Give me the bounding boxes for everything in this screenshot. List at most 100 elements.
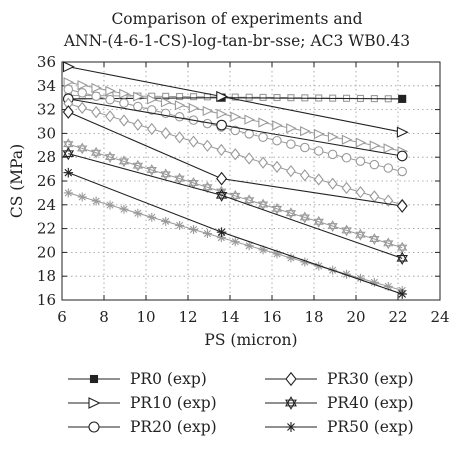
star-marker bbox=[299, 214, 310, 224]
x-tick-label: 22 bbox=[388, 308, 407, 326]
star-marker bbox=[285, 207, 297, 217]
triangle-marker bbox=[286, 123, 297, 134]
star-marker bbox=[215, 188, 228, 199]
square-marker bbox=[189, 93, 198, 101]
y-tick-label: 30 bbox=[37, 124, 56, 142]
star-marker bbox=[160, 168, 171, 178]
model-point bbox=[244, 241, 254, 251]
model-point bbox=[216, 108, 228, 119]
model-point bbox=[119, 98, 129, 108]
asterisk-stroke bbox=[78, 193, 86, 201]
star-marker bbox=[341, 227, 352, 237]
y-tick-label: 28 bbox=[37, 148, 56, 166]
circle-marker bbox=[272, 135, 282, 146]
triangle-marker bbox=[62, 61, 75, 73]
asterisk-stroke bbox=[245, 242, 253, 250]
triangle-marker bbox=[147, 94, 158, 105]
model-point bbox=[63, 138, 74, 151]
circle-marker bbox=[147, 105, 157, 115]
model-point bbox=[63, 77, 75, 88]
asterisk-stroke bbox=[92, 197, 100, 205]
model-point bbox=[161, 216, 171, 226]
model-point bbox=[77, 80, 89, 91]
circle-marker bbox=[216, 119, 227, 131]
asterisk-stroke bbox=[148, 213, 156, 221]
star-marker bbox=[63, 141, 74, 151]
model-point bbox=[174, 100, 186, 111]
exp-line bbox=[68, 98, 403, 157]
model-point bbox=[119, 114, 129, 127]
asterisk-stroke bbox=[217, 228, 226, 236]
triangle-marker bbox=[230, 111, 242, 122]
exp-point bbox=[216, 90, 229, 103]
star-marker bbox=[341, 224, 352, 234]
model-point bbox=[91, 105, 102, 119]
model-point bbox=[369, 140, 381, 151]
model-point bbox=[286, 253, 296, 263]
star-marker bbox=[313, 218, 324, 228]
model-point bbox=[355, 156, 366, 166]
model-point bbox=[202, 229, 212, 239]
triangle-marker bbox=[341, 134, 353, 145]
exp-point bbox=[396, 199, 408, 213]
exp-point bbox=[398, 94, 407, 103]
model-point bbox=[63, 84, 74, 95]
triangle-marker bbox=[91, 82, 103, 94]
triangle-marker bbox=[160, 97, 172, 108]
model-point bbox=[202, 105, 214, 117]
model-point bbox=[146, 122, 157, 136]
circle-marker bbox=[355, 156, 366, 166]
x-tick-label: 16 bbox=[262, 308, 281, 326]
legend-item: PR10 (exp) bbox=[68, 394, 217, 412]
star-marker bbox=[285, 399, 297, 410]
asterisk-stroke bbox=[301, 258, 309, 266]
diamond-marker bbox=[160, 127, 171, 140]
triangle-marker bbox=[396, 126, 409, 138]
legend-marker bbox=[89, 374, 99, 384]
x-tick-label: 14 bbox=[220, 308, 239, 326]
asterisk-stroke bbox=[315, 262, 323, 270]
square-marker bbox=[162, 92, 170, 100]
model-point bbox=[160, 168, 171, 181]
star-marker bbox=[146, 167, 157, 176]
model-point bbox=[258, 132, 268, 143]
model-point bbox=[77, 101, 88, 114]
circle-marker bbox=[88, 421, 100, 433]
star-marker bbox=[160, 171, 171, 181]
model-point bbox=[327, 131, 339, 142]
model-point bbox=[160, 127, 171, 140]
star-marker bbox=[104, 151, 116, 161]
triangle-marker bbox=[174, 100, 186, 111]
star-marker bbox=[327, 223, 338, 233]
model-point bbox=[133, 91, 144, 102]
triangle-marker bbox=[327, 131, 339, 142]
star-marker bbox=[202, 181, 213, 191]
diamond-marker bbox=[62, 105, 74, 119]
legend-label: PR40 (exp) bbox=[327, 394, 414, 412]
circle-marker bbox=[396, 150, 408, 162]
star-marker bbox=[397, 241, 408, 251]
star-marker bbox=[299, 211, 310, 221]
model-line bbox=[68, 143, 403, 249]
star-marker bbox=[369, 233, 380, 242]
model-point bbox=[104, 151, 116, 163]
star-marker bbox=[77, 142, 88, 152]
square-marker bbox=[398, 94, 407, 103]
legend-marker bbox=[286, 422, 296, 432]
legend-marker bbox=[88, 397, 101, 409]
y-axis-label: CS (MPa) bbox=[8, 144, 26, 218]
model-point bbox=[189, 224, 199, 234]
model-point bbox=[230, 111, 242, 122]
series-asterisk bbox=[63, 167, 407, 299]
legend-label: PR50 (exp) bbox=[327, 418, 414, 436]
asterisk-stroke bbox=[356, 274, 365, 282]
model-point bbox=[341, 181, 352, 195]
triangle-marker bbox=[88, 397, 101, 409]
circle-marker bbox=[383, 163, 394, 173]
asterisk-stroke bbox=[64, 189, 72, 197]
star-marker bbox=[355, 231, 366, 241]
square-marker bbox=[259, 93, 267, 101]
asterisk-stroke bbox=[176, 221, 184, 229]
model-point bbox=[91, 82, 103, 94]
model-point bbox=[327, 177, 338, 190]
